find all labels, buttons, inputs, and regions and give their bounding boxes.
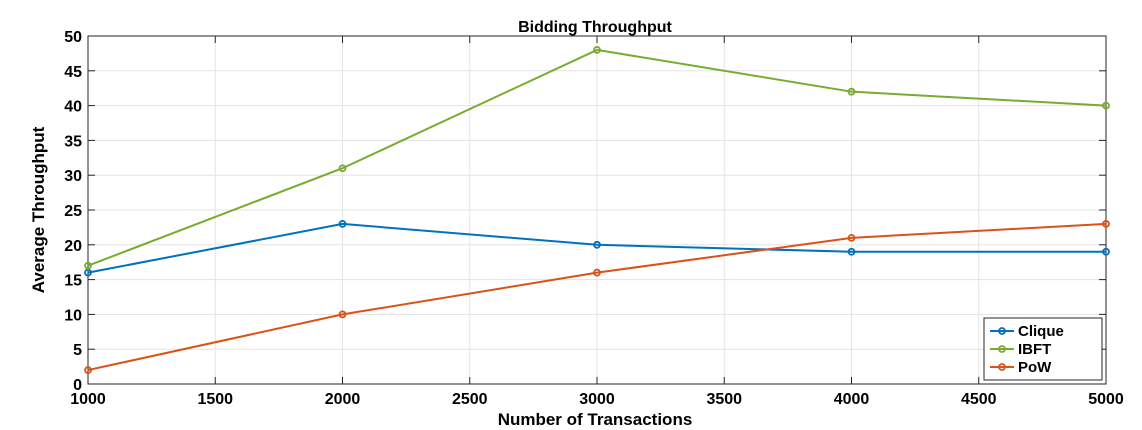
data-point — [338, 164, 347, 173]
series-ibft — [84, 46, 1110, 270]
y-tick-label: 30 — [64, 168, 82, 185]
x-tick-label: 3500 — [706, 391, 742, 408]
series-line — [87, 222, 1107, 372]
data-point — [338, 220, 347, 228]
x-tick-label: 1000 — [70, 391, 106, 408]
y-tick-label: 25 — [64, 203, 82, 220]
series-lines — [84, 46, 1110, 374]
data-point — [847, 233, 856, 242]
data-point — [84, 261, 92, 270]
y-axis-label: Average Throughput — [29, 126, 48, 293]
series-pow — [84, 220, 1110, 374]
x-tick-label: 1500 — [197, 391, 233, 408]
x-tick-label: 3000 — [579, 391, 615, 408]
data-point — [1102, 247, 1110, 256]
data-point — [84, 366, 92, 374]
x-tick-label: 2500 — [452, 391, 488, 408]
legend-marker — [998, 345, 1006, 353]
x-tick-label: 4000 — [834, 391, 870, 408]
legend-marker — [998, 363, 1006, 371]
y-tick-label: 35 — [64, 133, 82, 150]
data-point — [1102, 220, 1110, 228]
series-clique — [84, 220, 1110, 277]
legend-label: PoW — [1018, 359, 1052, 376]
legend-label: IBFT — [1018, 341, 1051, 358]
y-tick-label: 10 — [64, 307, 82, 324]
y-tick-label: 50 — [64, 29, 82, 46]
data-point — [338, 310, 347, 319]
y-tick-label: 40 — [64, 99, 82, 116]
data-point — [593, 268, 601, 277]
y-tick-label: 45 — [64, 64, 82, 81]
series-line — [87, 48, 1107, 267]
grid-lines — [87, 35, 1107, 385]
data-point — [847, 247, 856, 256]
tick-labels: 1000 1500 2000 2500 3000 3500 4000 4500 5000 0 5 10… — [64, 29, 1124, 408]
x-tick-label: 2000 — [325, 391, 361, 408]
legend-item: Clique — [990, 323, 1064, 340]
y-tick-label: 20 — [64, 238, 82, 255]
x-axis-label: Number of Transactions — [498, 410, 693, 429]
data-point — [593, 46, 601, 54]
y-tick-label: 15 — [64, 273, 82, 290]
legend-item: PoW — [990, 359, 1052, 376]
y-tick-label: 0 — [73, 377, 82, 394]
data-point — [847, 87, 856, 96]
data-point — [1102, 101, 1110, 110]
chart-title: Bidding Throughput — [518, 19, 672, 36]
y-tick-label: 5 — [73, 342, 82, 359]
series-line — [87, 222, 1106, 274]
legend-marker — [998, 327, 1006, 335]
x-tick-label: 5000 — [1088, 391, 1124, 408]
axes — [87, 35, 1107, 385]
legend-label: Clique — [1018, 323, 1064, 340]
data-point — [593, 240, 601, 249]
x-tick-label: 4500 — [961, 391, 997, 408]
legend-item: IBFT — [990, 341, 1051, 358]
data-point — [84, 268, 92, 277]
